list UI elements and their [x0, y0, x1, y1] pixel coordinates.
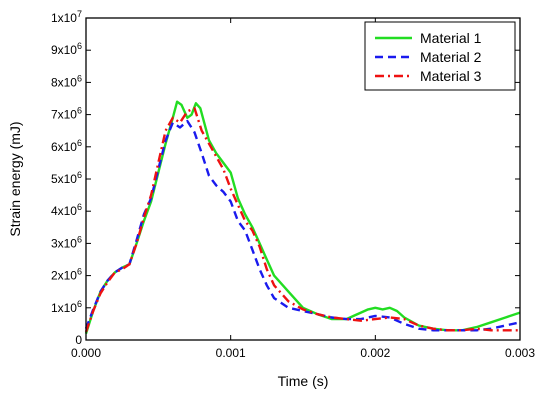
y-tick-label: 4x106 [51, 202, 82, 218]
x-tick-label: 0.002 [360, 346, 390, 360]
legend-label-material-1: Material 1 [420, 30, 482, 46]
x-tick-label: 0.003 [505, 346, 535, 360]
y-tick-label: 2x106 [51, 267, 82, 283]
series-line-material-2 [84, 119, 521, 332]
series-line-material-3 [84, 106, 520, 333]
plot-frame [85, 17, 521, 341]
y-tick-label: 0 [75, 333, 82, 347]
x-axis-title: Time (s) [278, 373, 329, 389]
x-tick-label: 0.001 [216, 346, 246, 360]
y-axis-title: Strain energy (mJ) [7, 121, 23, 236]
y-tick-label: 1x107 [51, 9, 82, 25]
y-tick-label: 3x106 [51, 234, 82, 250]
series-layer [84, 100, 521, 334]
x-tick-label: 0.000 [71, 346, 101, 360]
x-axis-tick-labels: 0.000 0.001 0.002 0.003 [71, 346, 535, 360]
y-tick-label: 8x106 [51, 73, 82, 89]
y-tick-label: 1x106 [51, 299, 82, 315]
y-axis-tick-labels: 0 1x106 2x106 3x106 4x106 5x106 6x106 7x106 8x10… [51, 9, 82, 347]
legend: Material 1 Material 2 Material 3 [364, 21, 516, 91]
legend-label-material-3: Material 3 [420, 68, 482, 84]
y-tick-label: 5x106 [51, 170, 82, 186]
y-tick-label: 7x106 [51, 106, 82, 122]
series-line-material-1 [84, 100, 521, 334]
legend-label-material-2: Material 2 [420, 49, 482, 65]
y-tick-label: 9x106 [51, 41, 82, 57]
y-tick-label: 6x106 [51, 138, 82, 154]
